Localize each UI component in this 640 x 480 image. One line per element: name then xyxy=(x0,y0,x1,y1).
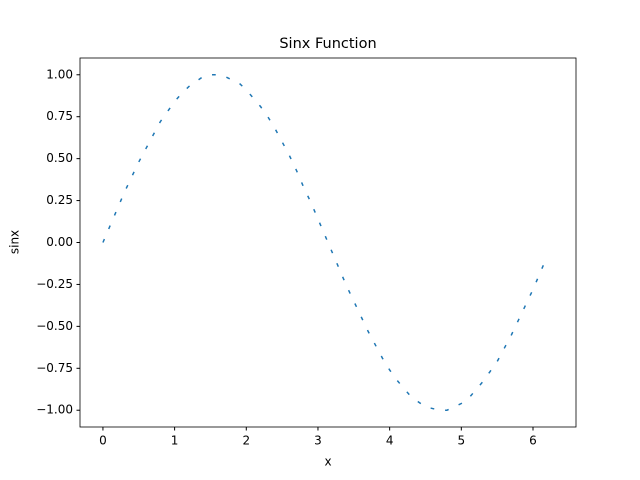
y-axis-label: sinx xyxy=(8,230,22,254)
y-tick-label: −1.00 xyxy=(36,403,73,417)
x-tick-label: 5 xyxy=(457,434,465,448)
y-tick-label: 0.25 xyxy=(46,193,73,207)
x-axis-label: x xyxy=(324,455,331,469)
x-tick-label: 6 xyxy=(529,434,537,448)
chart-title: Sinx Function xyxy=(279,36,376,52)
y-tick-label: 0.75 xyxy=(46,109,73,123)
x-tick-label: 1 xyxy=(171,434,179,448)
y-tick-label: 1.00 xyxy=(46,67,73,81)
x-tick-label: 3 xyxy=(314,434,322,448)
x-tick-label: 0 xyxy=(99,434,107,448)
data-line xyxy=(102,74,549,411)
x-tick-label: 2 xyxy=(242,434,250,448)
y-tick-label: 0.50 xyxy=(46,151,73,165)
plot-frame xyxy=(79,57,577,428)
y-tick-label: −0.25 xyxy=(36,277,73,291)
x-tick-label: 4 xyxy=(386,434,394,448)
y-tick-label: 0.00 xyxy=(46,235,73,249)
y-tick-label: −0.75 xyxy=(36,361,73,375)
y-tick-label: −0.50 xyxy=(36,319,73,333)
